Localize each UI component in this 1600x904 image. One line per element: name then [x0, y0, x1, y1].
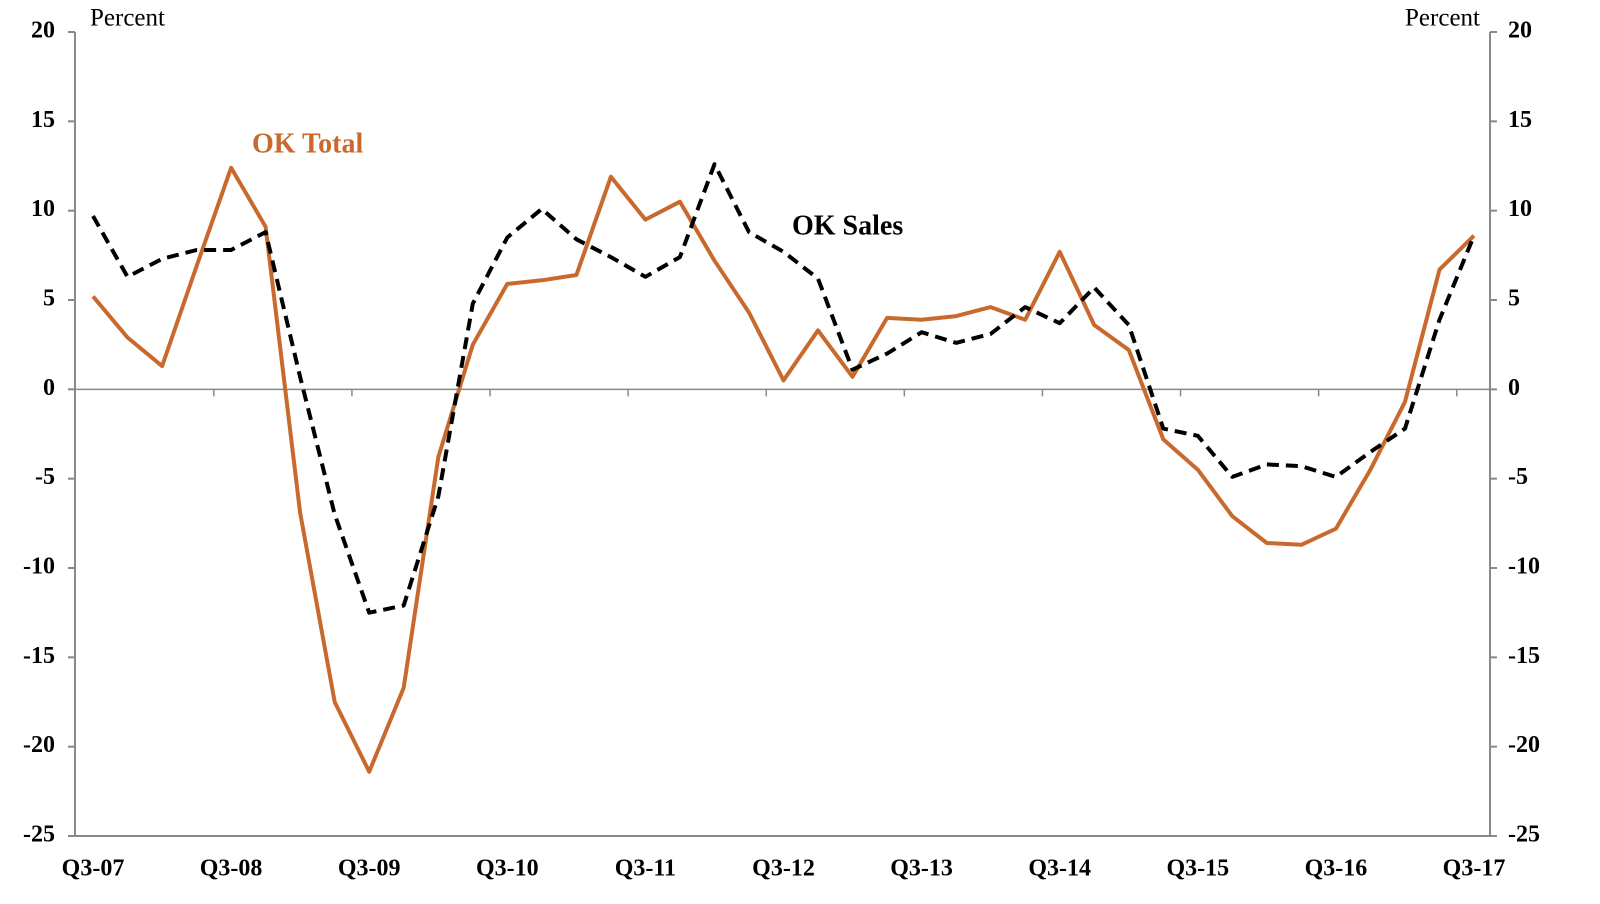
- y2-tick-label: 20: [1508, 18, 1532, 44]
- y2-tick-label: -5: [1508, 464, 1528, 490]
- y2-tick-label: -10: [1508, 554, 1540, 580]
- y-tick-label: -25: [23, 822, 55, 848]
- x-tick-label: Q3-11: [615, 856, 676, 882]
- series-label: OK Sales: [792, 210, 903, 241]
- y-tick-label: 0: [43, 375, 55, 401]
- y2-axis-label: Percent: [1405, 5, 1480, 32]
- y2-tick-label: 5: [1508, 286, 1520, 312]
- x-tick-label: Q3-13: [890, 856, 953, 882]
- y-tick-label: 15: [31, 107, 55, 133]
- series-line: [91, 162, 1476, 615]
- series-label: OK Total: [252, 128, 363, 159]
- x-tick-label: Q3-10: [476, 856, 539, 882]
- series-line: [91, 165, 1476, 774]
- x-tick-label: Q3-12: [752, 856, 815, 882]
- x-tick-label: Q3-09: [338, 856, 401, 882]
- y2-tick-label: -20: [1508, 732, 1540, 758]
- x-tick-label: Q3-15: [1166, 856, 1229, 882]
- y-tick-label: 5: [43, 286, 55, 312]
- y2-tick-label: 0: [1508, 375, 1520, 401]
- y-tick-label: 20: [31, 18, 55, 44]
- y2-tick-label: 10: [1508, 196, 1532, 222]
- x-tick-label: Q3-16: [1305, 856, 1368, 882]
- y-tick-label: 10: [31, 196, 55, 222]
- y-axis-label: Percent: [90, 5, 165, 32]
- x-tick-label: Q3-08: [200, 856, 263, 882]
- y-tick-label: -15: [23, 643, 55, 669]
- y2-tick-label: 15: [1508, 107, 1532, 133]
- y-tick-label: -10: [23, 554, 55, 580]
- y2-tick-label: -25: [1508, 822, 1540, 848]
- x-tick-label: Q3-14: [1028, 856, 1091, 882]
- x-tick-label: Q3-17: [1443, 856, 1506, 882]
- y2-tick-label: -15: [1508, 643, 1540, 669]
- y-tick-label: -5: [35, 464, 55, 490]
- x-tick-label: Q3-07: [62, 856, 125, 882]
- y-tick-label: -20: [23, 732, 55, 758]
